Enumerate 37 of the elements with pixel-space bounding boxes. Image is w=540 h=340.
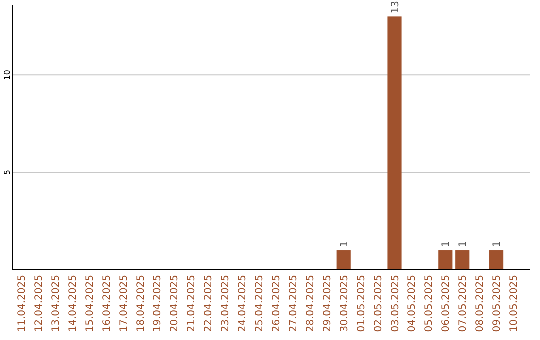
x-tick-label: 15.04.2025 xyxy=(84,275,96,332)
x-tick-label: 24.04.2025 xyxy=(238,275,249,332)
x-tick-label: 27.04.2025 xyxy=(288,275,300,332)
x-tick-label: 29.04.2025 xyxy=(322,275,334,332)
x-tick-label: 10.05.2025 xyxy=(509,275,520,332)
x-tick-label: 14.04.2025 xyxy=(68,275,79,332)
x-tick-label: 17.04.2025 xyxy=(118,275,130,332)
data-label: 1 xyxy=(492,241,504,248)
x-tick-label: 05.05.2025 xyxy=(424,275,436,332)
x-tick-label: 08.05.2025 xyxy=(475,275,486,332)
x-tick-label: 11.04.2025 xyxy=(16,275,28,332)
data-label: 13 xyxy=(390,0,402,14)
x-tick-label: 18.04.2025 xyxy=(136,275,147,332)
x-tick-label: 16.04.2025 xyxy=(102,275,113,332)
x-tick-label: 06.05.2025 xyxy=(441,275,452,332)
data-label: 1 xyxy=(458,241,470,248)
x-tick-label: 07.05.2025 xyxy=(458,275,470,332)
x-tick-label: 19.04.2025 xyxy=(152,275,164,332)
x-tick-label: 12.04.2025 xyxy=(34,275,45,332)
data-label: 1 xyxy=(441,241,452,248)
x-tick-label: 30.04.2025 xyxy=(339,275,350,332)
y-tick-label: 5 xyxy=(2,170,12,176)
x-tick-label: 21.04.2025 xyxy=(186,275,198,332)
x-tick-label: 13.04.2025 xyxy=(50,275,62,332)
x-tick-label: 28.04.2025 xyxy=(305,275,316,332)
x-tick-label: 23.04.2025 xyxy=(220,275,232,332)
x-tick-label: 22.04.2025 xyxy=(204,275,215,332)
x-tick-label: 25.04.2025 xyxy=(254,275,266,332)
x-tick-label: 01.05.2025 xyxy=(356,275,368,332)
x-tick-label: 20.04.2025 xyxy=(170,275,181,332)
x-tick-label: 02.05.2025 xyxy=(373,275,384,332)
x-tick-label: 09.05.2025 xyxy=(492,275,504,332)
data-label: 1 xyxy=(339,241,350,248)
x-tick-label: 26.04.2025 xyxy=(271,275,282,332)
y-tick-label: 10 xyxy=(2,70,12,80)
x-tick-label: 03.05.2025 xyxy=(390,275,402,332)
x-tick-label: 04.05.2025 xyxy=(407,275,418,332)
